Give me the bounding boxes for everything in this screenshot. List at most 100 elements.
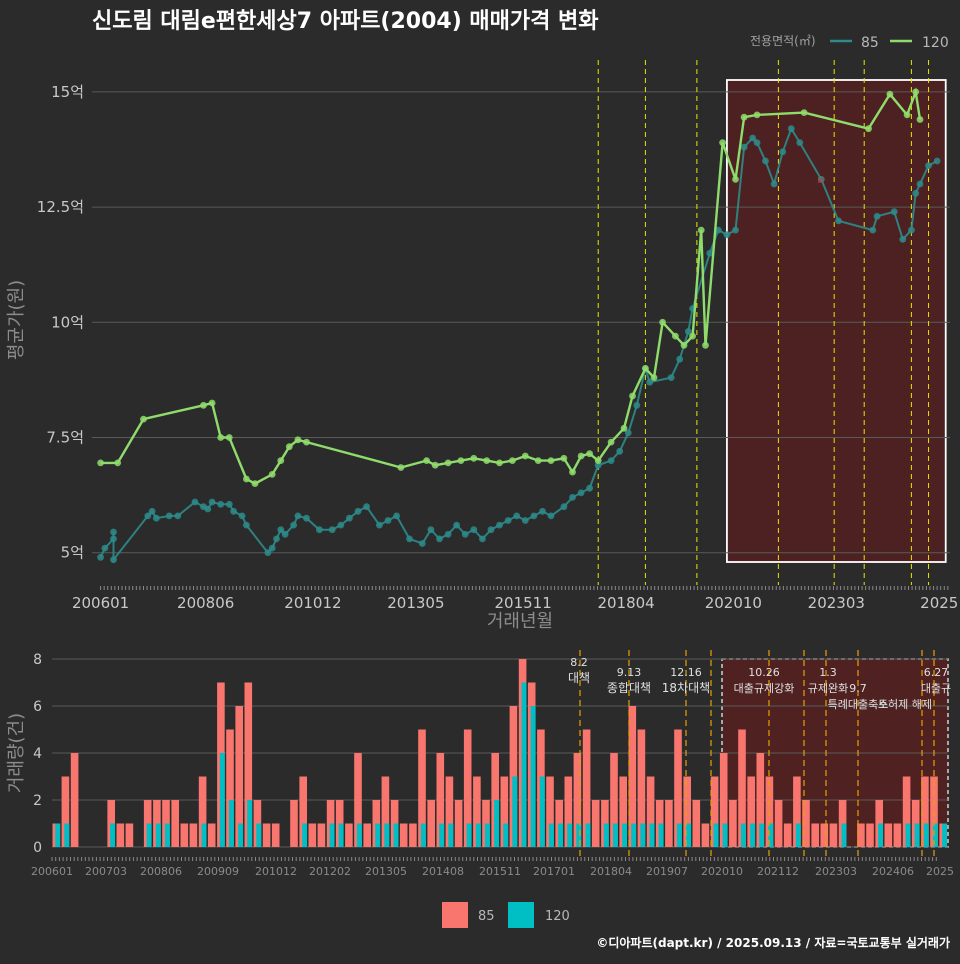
- data-point-85: [290, 521, 297, 529]
- y-axis-title: 평균가(원): [6, 280, 27, 360]
- bar-85: [308, 823, 317, 847]
- data-point-85: [706, 249, 714, 257]
- data-point-120: [732, 176, 739, 183]
- data-point-85: [479, 535, 486, 543]
- bar-85: [902, 776, 911, 847]
- data-point-85: [191, 498, 199, 506]
- bar-120: [603, 823, 609, 847]
- data-point-85: [607, 457, 615, 464]
- data-point-120: [680, 341, 688, 349]
- data-point-85: [869, 226, 877, 234]
- data-point-120: [444, 459, 452, 467]
- bar-85: [116, 823, 125, 847]
- data-point-85: [633, 401, 641, 409]
- data-point-85: [676, 355, 684, 363]
- volume-y-tick-label: 0: [33, 840, 42, 856]
- data-point-120: [689, 332, 696, 340]
- data-point-85: [714, 226, 722, 234]
- bar-120: [622, 823, 628, 847]
- volume-x-tick-label: 2025: [926, 865, 954, 878]
- legend-top: 전용면적(㎡) 85 120: [750, 34, 949, 51]
- bar-85: [793, 776, 801, 847]
- data-point-120: [594, 457, 602, 464]
- bar-120: [110, 823, 116, 847]
- data-point-85: [577, 489, 585, 497]
- bar-85: [546, 776, 554, 847]
- data-point-85: [753, 139, 761, 147]
- data-point-85: [384, 517, 392, 524]
- data-point-85: [912, 189, 920, 197]
- bar-85: [125, 823, 134, 847]
- data-point-120: [496, 459, 503, 467]
- data-point-120: [397, 464, 405, 471]
- bar-85: [418, 729, 426, 847]
- volume-x-tick-label: 201202: [309, 865, 351, 878]
- data-point-85: [504, 517, 512, 524]
- bar-120: [740, 823, 746, 847]
- data-point-85: [277, 526, 285, 534]
- bar-85: [893, 823, 902, 847]
- bar-120: [713, 823, 719, 847]
- x-axis-title: 거래년월: [487, 611, 553, 632]
- event-date-label: 9.7: [849, 682, 867, 695]
- bar-legend-85-swatch: [442, 902, 468, 928]
- bar-85: [445, 776, 454, 847]
- data-point-85: [835, 217, 842, 225]
- bar-120: [585, 823, 591, 847]
- bar-120: [201, 823, 207, 847]
- x-tick-label: 2025: [920, 594, 958, 612]
- volume-y-tick-label: 8: [33, 652, 42, 668]
- bar-85: [820, 823, 829, 847]
- data-point-85: [646, 378, 654, 386]
- event-date-label: 6.27: [924, 666, 949, 679]
- bar-85: [317, 823, 326, 847]
- event-text-label: 대출규: [921, 682, 951, 695]
- data-point-120: [886, 90, 894, 98]
- bar-85: [628, 706, 637, 847]
- data-point-120: [457, 457, 465, 464]
- data-point-85: [496, 521, 503, 529]
- volume-x-tick-label: 201305: [365, 865, 407, 878]
- bar-85: [189, 823, 198, 847]
- bar-120: [475, 823, 481, 847]
- bar-85: [381, 776, 390, 847]
- data-point-85: [110, 535, 117, 543]
- y-tick-label: 5억: [61, 544, 84, 562]
- data-point-120: [620, 424, 628, 432]
- y-tick-label: 10억: [51, 313, 84, 331]
- bar-85: [738, 729, 746, 847]
- data-point-120: [903, 111, 911, 119]
- data-point-120: [672, 332, 679, 340]
- data-point-120: [912, 88, 920, 96]
- bar-120: [768, 823, 774, 847]
- data-point-85: [110, 556, 117, 564]
- bar-85: [747, 776, 755, 847]
- data-point-85: [208, 498, 216, 506]
- bar-120: [356, 823, 362, 847]
- volume-x-tick-label: 201511: [479, 865, 521, 878]
- bar-85: [783, 823, 792, 847]
- data-point-120: [586, 450, 593, 458]
- legend-bottom: 85 120: [442, 902, 570, 928]
- data-point-85: [418, 540, 426, 547]
- data-point-120: [569, 468, 576, 476]
- data-point-85: [152, 514, 160, 522]
- bar-120: [302, 823, 308, 847]
- bar-120: [658, 823, 664, 847]
- data-point-85: [461, 530, 469, 538]
- bar-85: [409, 823, 417, 847]
- data-point-85: [148, 507, 156, 515]
- data-point-120: [547, 457, 555, 464]
- data-point-85: [165, 512, 173, 520]
- bar-120: [548, 823, 554, 847]
- x-tick-label: 200601: [72, 594, 129, 612]
- data-point-85: [916, 180, 924, 188]
- data-point-120: [423, 457, 430, 464]
- data-point-85: [890, 208, 898, 216]
- bar-85: [61, 776, 70, 847]
- data-point-85: [225, 500, 233, 508]
- data-point-85: [770, 180, 778, 188]
- data-point-85: [346, 514, 353, 522]
